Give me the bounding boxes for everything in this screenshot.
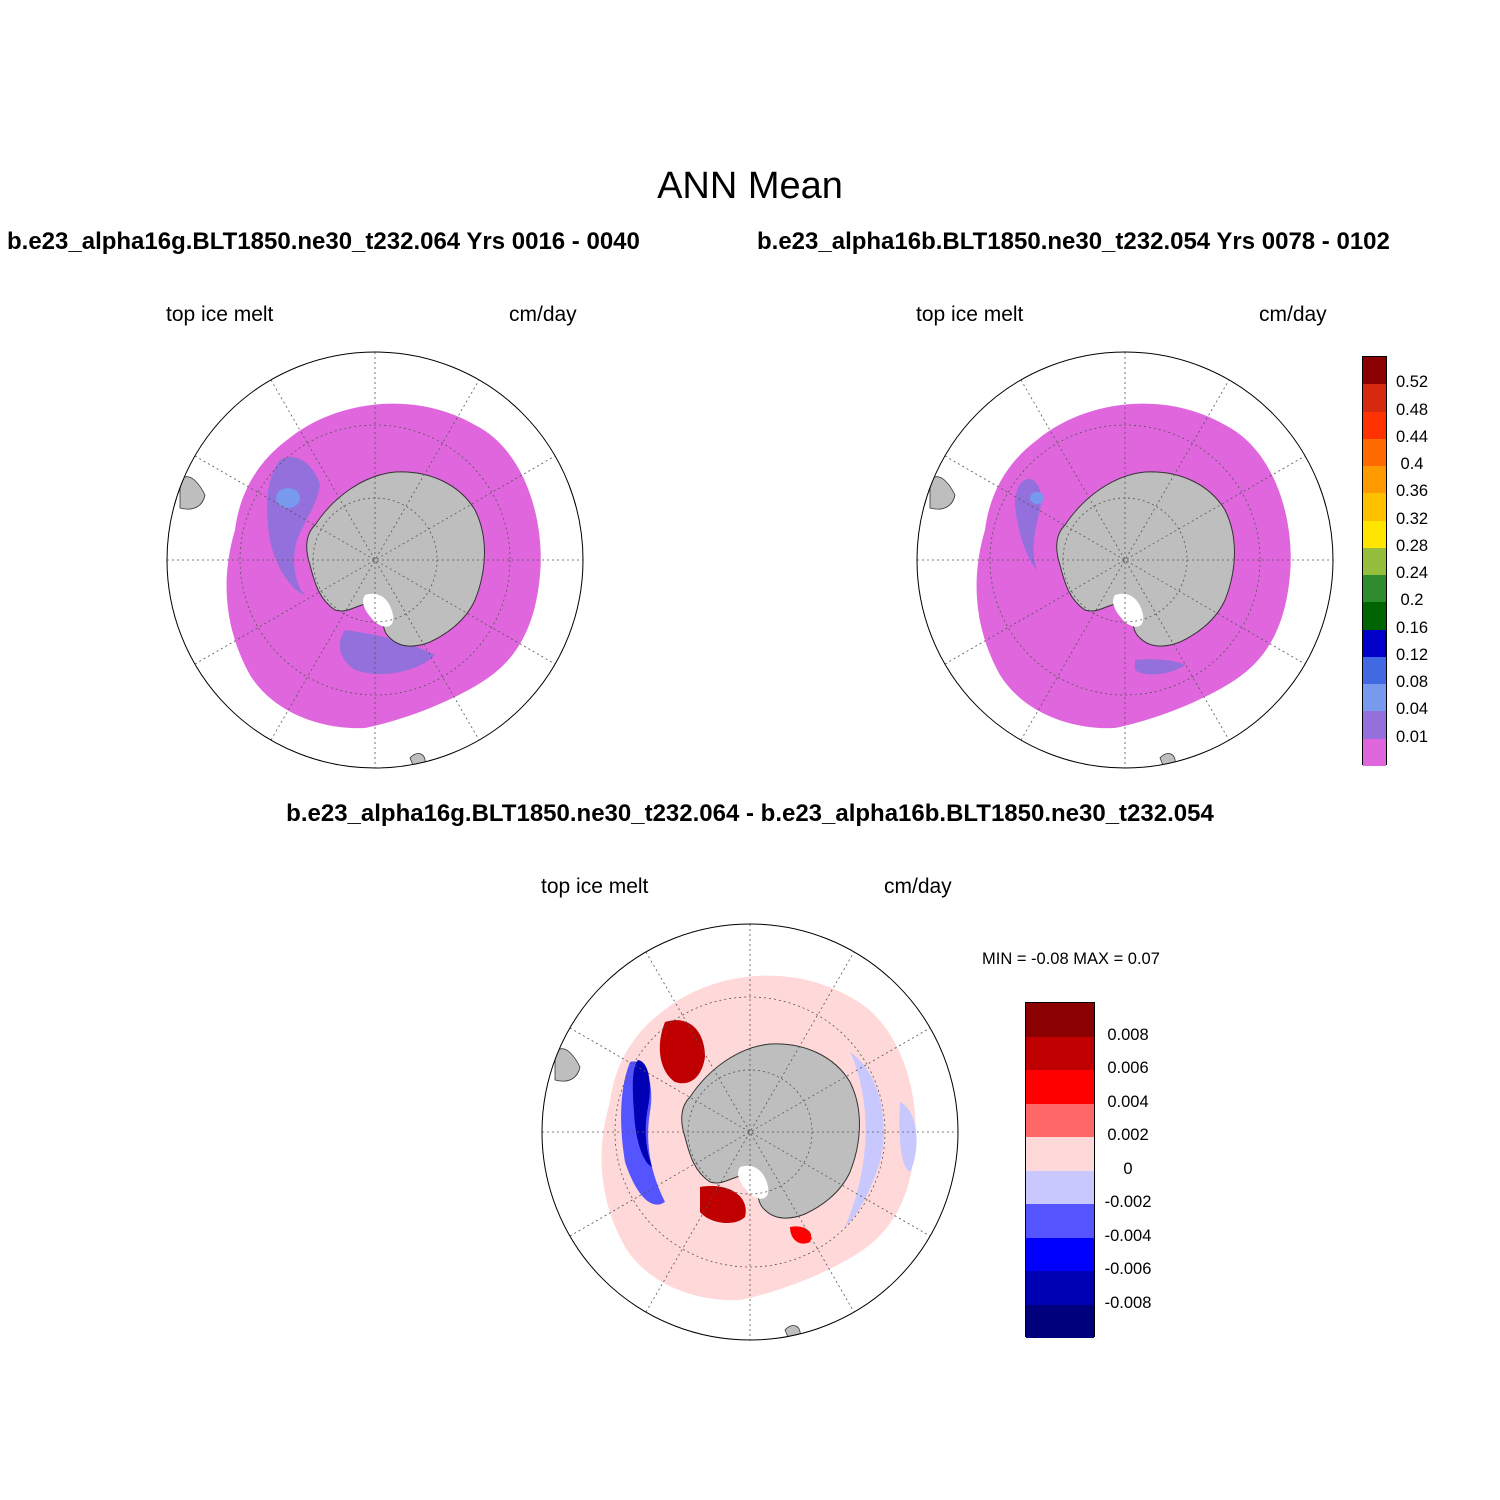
colorbar-tick-label: 0.04 <box>1395 700 1429 719</box>
new-zealand-land <box>784 1325 801 1340</box>
south-america-land <box>929 476 956 510</box>
colorbar-tick-label: 0.32 <box>1395 509 1429 528</box>
colorbar-tick-label: -0.002 <box>1104 1193 1152 1211</box>
colorbar-swatch <box>1363 711 1386 739</box>
right-run-title: b.e23_alpha16b.BLT1850.ne30_t232.054 Yrs… <box>757 228 1390 255</box>
ross-ice-shelf-gap <box>738 1165 769 1199</box>
panel1-units-label: cm/day <box>509 303 577 326</box>
melt-patch-high <box>1030 492 1044 504</box>
colorbar-swatch <box>1026 1271 1094 1305</box>
colorbar-tick-label: 0.36 <box>1395 482 1429 501</box>
colorbar-swatch <box>1363 493 1386 521</box>
colorbar-main <box>1362 356 1387 766</box>
colorbar-swatch <box>1363 656 1386 685</box>
colorbar-tick-label: 0.08 <box>1395 673 1429 692</box>
colorbar-tick-label: 0.28 <box>1395 536 1429 555</box>
colorbar-tick-label: -0.006 <box>1104 1260 1152 1278</box>
colorbar-tick-label: 0.006 <box>1107 1059 1149 1077</box>
colorbar-swatch <box>1363 438 1386 467</box>
colorbar-swatch <box>1026 1137 1094 1171</box>
page-title: ANN Mean <box>657 165 843 207</box>
diff-min-max: MIN = -0.08 MAX = 0.07 <box>982 950 1160 968</box>
south-america-land <box>179 476 206 510</box>
colorbar-swatch <box>1363 629 1386 657</box>
colorbar-swatch <box>1026 1036 1094 1070</box>
colorbar-tick-label: -0.004 <box>1104 1226 1152 1245</box>
map-top-right <box>916 351 1334 769</box>
colorbar-tick-label: 0.16 <box>1395 618 1429 637</box>
colorbar-tick-label: 0.24 <box>1395 564 1429 583</box>
colorbar-swatch <box>1026 1003 1094 1037</box>
diff-positive-ross <box>700 1186 746 1224</box>
colorbar-tick-label: 0.008 <box>1107 1025 1149 1044</box>
diff-near-zero-neg-east <box>899 1102 917 1172</box>
colorbar-tick-label: 0 <box>1123 1159 1133 1178</box>
colorbar-swatch <box>1026 1204 1094 1238</box>
colorbar-tick-label: 0.52 <box>1395 373 1429 392</box>
colorbar-difference <box>1025 1002 1095 1338</box>
melt-patch-high <box>276 488 300 508</box>
left-run-title: b.e23_alpha16g.BLT1850.ne30_t232.064 Yrs… <box>7 228 640 255</box>
colorbar-tick-label: 0.4 <box>1400 455 1424 474</box>
colorbar-tick-label: 0.2 <box>1400 591 1424 610</box>
panel3-units-label: cm/day <box>884 875 952 898</box>
colorbar-swatch <box>1363 547 1386 576</box>
diff-near-zero-neg-ring <box>845 1052 884 1227</box>
antarctica-land <box>681 1043 860 1219</box>
colorbar-tick-label: 0.002 <box>1107 1126 1149 1144</box>
colorbar-tick-label: 0.48 <box>1395 400 1429 419</box>
colorbar-swatch <box>1363 684 1386 712</box>
colorbar-swatch <box>1026 1070 1094 1104</box>
colorbar-swatch <box>1363 575 1386 603</box>
diff-strong-negative-west <box>632 1060 652 1167</box>
colorbar-swatch <box>1026 1304 1094 1338</box>
colorbar-swatch <box>1026 1103 1094 1137</box>
panel1-field-label: top ice melt <box>166 303 274 326</box>
diff-positive-ross-east <box>790 1226 812 1244</box>
ross-ice-shelf-gap <box>1113 593 1144 627</box>
map-difference <box>541 923 959 1341</box>
melt-patch-ross <box>1135 659 1185 675</box>
new-zealand-land <box>1159 753 1176 768</box>
melt-patch-ross <box>339 630 435 675</box>
colorbar-tick-label: 0.12 <box>1395 645 1429 664</box>
panel2-field-label: top ice melt <box>916 303 1024 326</box>
colorbar-tick-label: -0.008 <box>1104 1293 1152 1312</box>
colorbar-swatch <box>1026 1237 1094 1271</box>
colorbar-swatch <box>1363 466 1386 494</box>
south-america-land <box>554 1048 581 1082</box>
colorbar-swatch <box>1363 357 1386 385</box>
colorbar-swatch <box>1363 520 1386 548</box>
colorbar-swatch <box>1026 1170 1094 1204</box>
colorbar-swatch <box>1363 384 1386 412</box>
diff-positive-peninsula <box>659 1020 705 1084</box>
colorbar-tick-label: 0.01 <box>1395 727 1429 746</box>
new-zealand-land <box>409 753 426 768</box>
antarctica-land <box>306 471 485 647</box>
ross-ice-shelf-gap <box>363 593 394 627</box>
panel3-field-label: top ice melt <box>541 875 649 898</box>
colorbar-tick-label: 0.004 <box>1107 1092 1149 1111</box>
colorbar-swatch <box>1363 411 1386 439</box>
antarctica-land <box>1056 471 1235 647</box>
colorbar-swatch <box>1363 738 1386 766</box>
panel2-units-label: cm/day <box>1259 303 1327 326</box>
colorbar-tick-label: 0.44 <box>1395 427 1429 446</box>
difference-title: b.e23_alpha16g.BLT1850.ne30_t232.064 - b… <box>286 800 1214 827</box>
colorbar-swatch <box>1363 602 1386 630</box>
map-top-left <box>166 351 584 769</box>
